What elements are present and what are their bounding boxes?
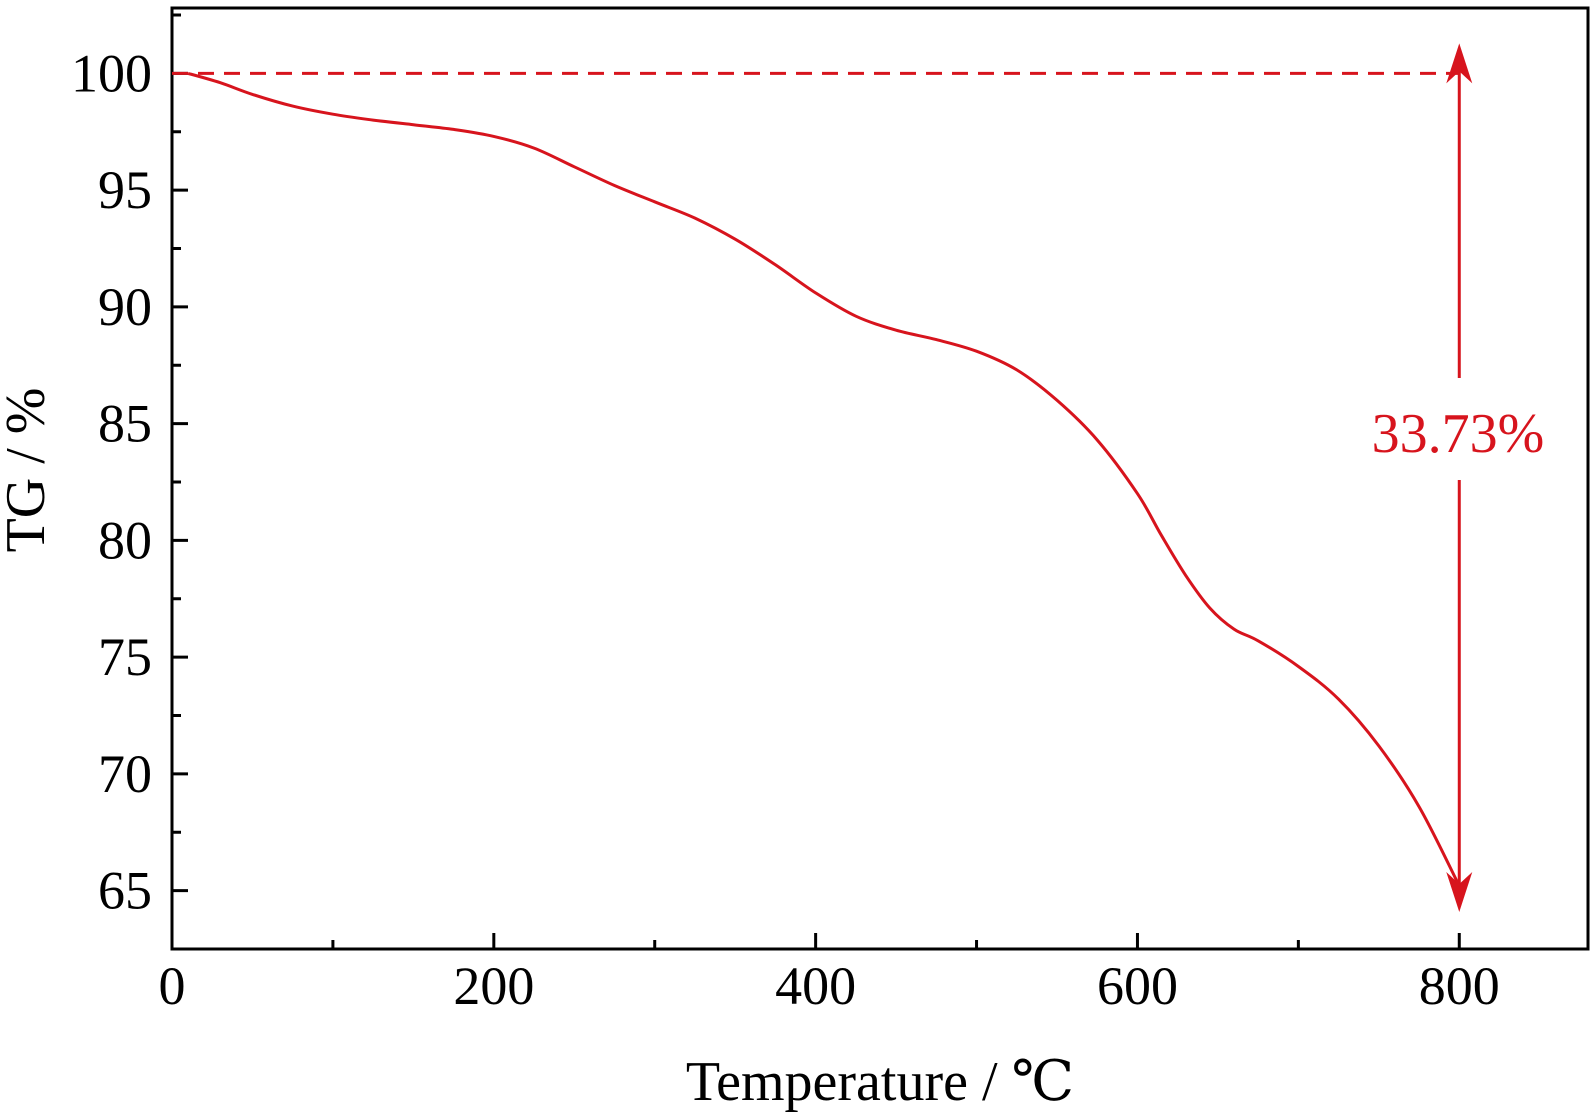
x-tick-label: 400 xyxy=(775,956,856,1016)
y-tick-label: 85 xyxy=(98,394,152,454)
y-tick-label: 90 xyxy=(98,277,152,337)
mass-loss-label: 33.73% xyxy=(1372,403,1545,465)
x-tick-label: 600 xyxy=(1097,956,1178,1016)
arrow-head-up xyxy=(1446,43,1473,84)
axis-tick-labels: 0 200 400 600 800 65 70 75 80 85 90 95 100 xyxy=(71,43,1500,1016)
x-tick-label: 800 xyxy=(1419,956,1500,1016)
x-tick-label: 200 xyxy=(453,956,534,1016)
axis-ticks xyxy=(170,13,1461,951)
plot-frame-group xyxy=(170,6,1590,951)
y-tick-label: 100 xyxy=(71,43,152,103)
y-tick-label: 70 xyxy=(98,744,152,804)
y-axis-title: TG / % xyxy=(0,388,57,553)
plot-frame xyxy=(170,6,1590,951)
y-tick-label: 75 xyxy=(98,627,152,687)
tg-curve xyxy=(187,71,1461,887)
annotation-layer xyxy=(172,43,1473,912)
y-tick-label: 65 xyxy=(98,861,152,921)
arrow-head-down xyxy=(1446,871,1473,912)
x-tick-label: 0 xyxy=(159,956,186,1016)
series-layer xyxy=(187,71,1461,887)
y-tick-label: 80 xyxy=(98,510,152,570)
y-tick-label: 95 xyxy=(98,160,152,220)
x-axis-title: Temperature / ℃ xyxy=(686,1051,1074,1113)
